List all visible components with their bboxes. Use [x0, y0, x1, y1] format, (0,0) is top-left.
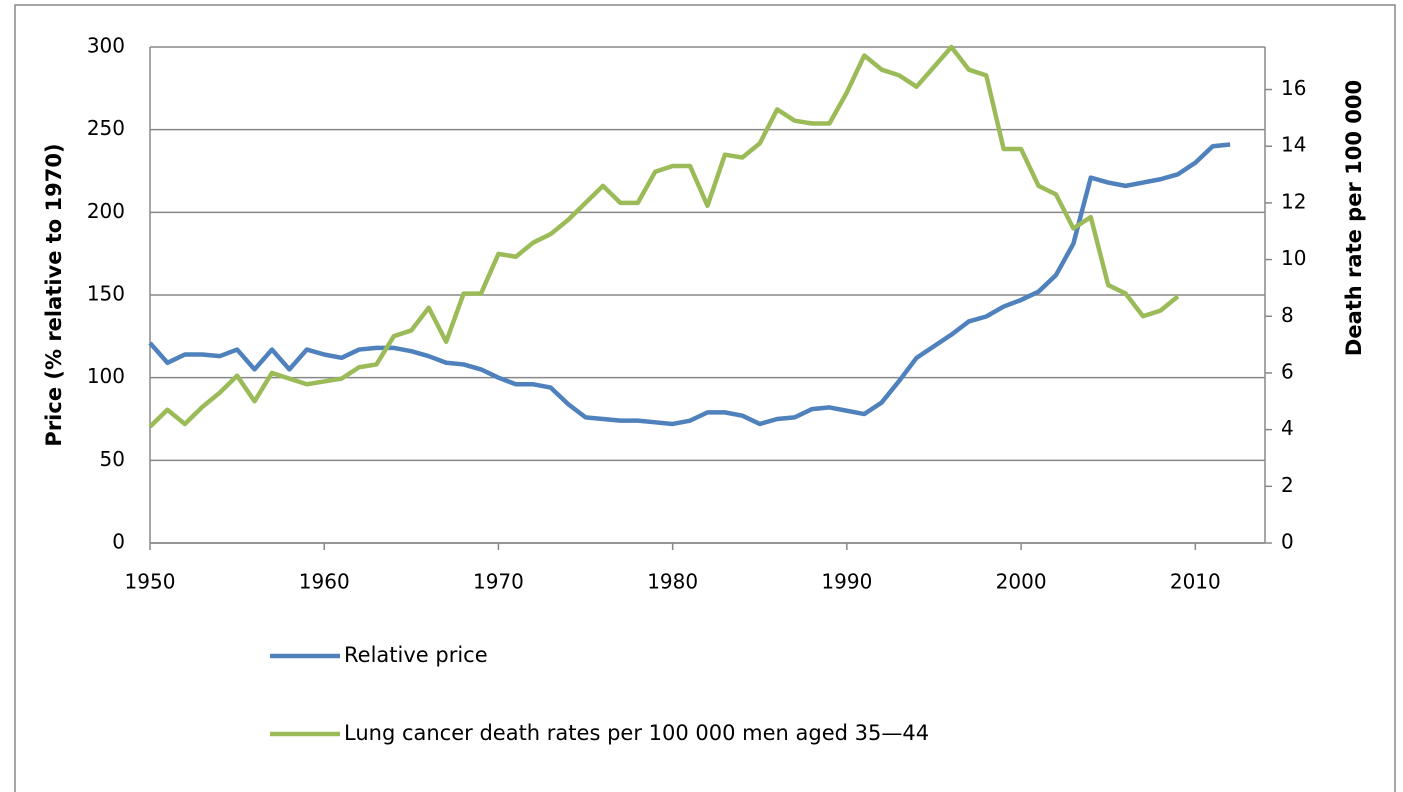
y2-tick-label: 10 — [1281, 246, 1306, 270]
y-tick-label: 50 — [100, 447, 125, 471]
y-tick-label: 300 — [87, 34, 125, 58]
y-tick-label: 150 — [87, 282, 125, 306]
y2-tick-label: 4 — [1281, 416, 1294, 440]
series-line — [148, 44, 1180, 429]
y2-tick-label: 16 — [1281, 76, 1306, 100]
y2-tick-label: 6 — [1281, 359, 1294, 383]
series-line — [148, 142, 1231, 427]
y2-tick-label: 0 — [1281, 530, 1294, 554]
x-tick-label: 1990 — [821, 570, 872, 594]
y2-axis-title: Death rate per 100 000 — [1342, 80, 1366, 356]
x-tick-label: 1960 — [299, 570, 350, 594]
y2-tick-label: 2 — [1281, 473, 1294, 497]
y2-tick-label: 14 — [1281, 133, 1306, 157]
y-tick-label: 200 — [87, 199, 125, 223]
legend-label: Lung cancer death rates per 100 000 men … — [344, 721, 929, 745]
y2-tick-label: 12 — [1281, 189, 1306, 213]
y2-tick-label: 8 — [1281, 303, 1294, 327]
x-tick-label: 1980 — [647, 570, 698, 594]
chart-frame — [14, 4, 1396, 792]
x-tick-label: 2010 — [1170, 570, 1221, 594]
legend-label: Relative price — [344, 643, 488, 667]
y-tick-label: 250 — [87, 116, 125, 140]
x-tick-label: 1950 — [125, 570, 176, 594]
y-tick-label: 100 — [87, 364, 125, 388]
x-tick-label: 2000 — [996, 570, 1047, 594]
y-tick-label: 0 — [112, 530, 125, 554]
x-tick-label: 1970 — [473, 570, 524, 594]
y-axis-title: Price (% relative to 1970) — [42, 143, 66, 446]
